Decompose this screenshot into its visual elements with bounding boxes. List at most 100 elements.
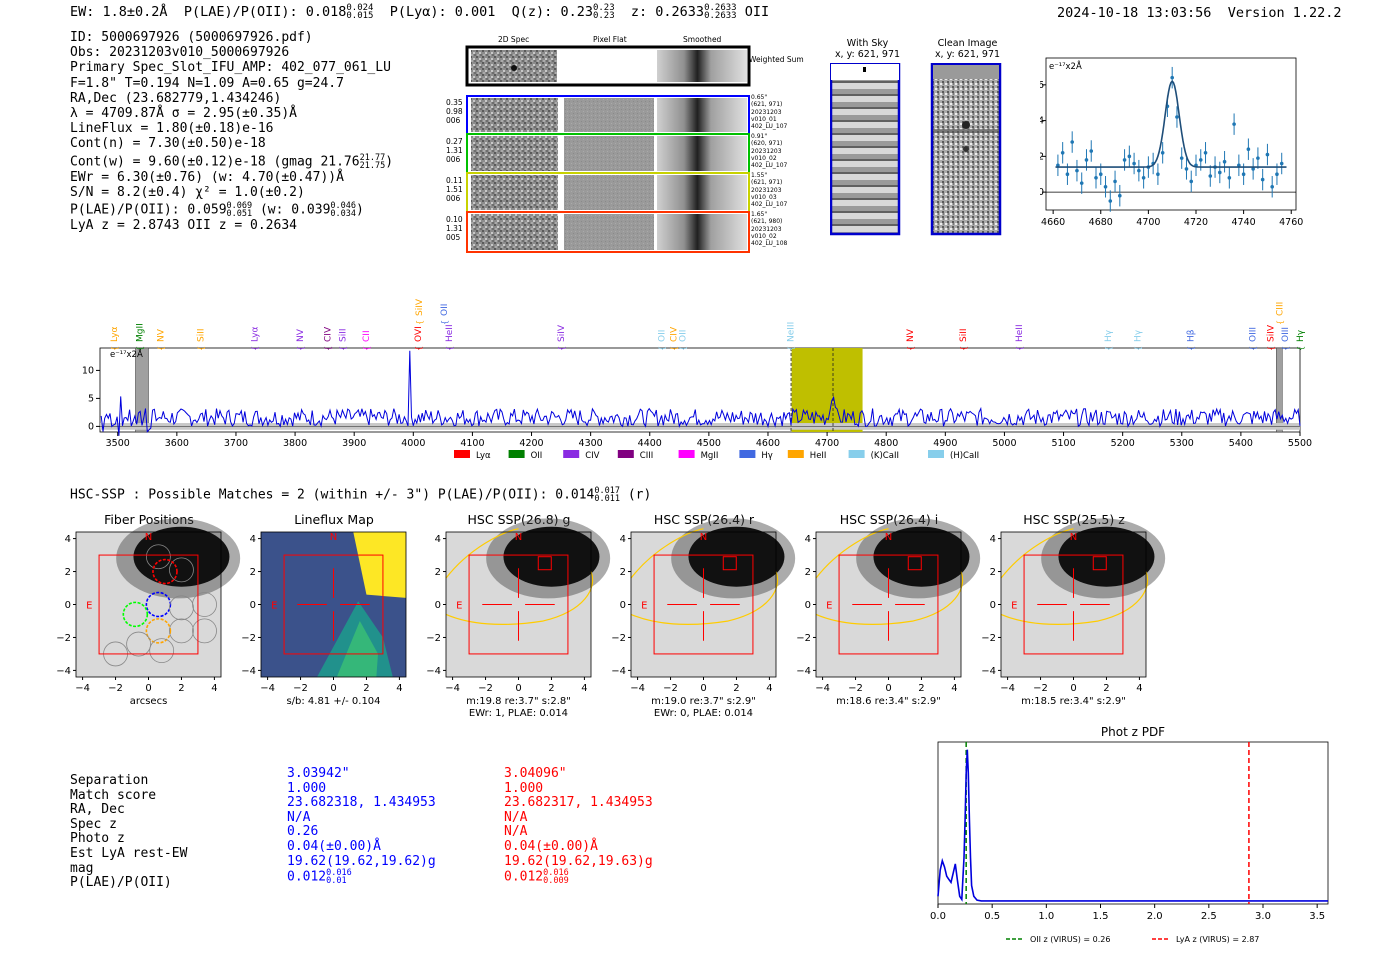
zoom-point bbox=[1241, 172, 1246, 177]
detection-info: ID: 5000697926 (5000697926.pdf) Obs: 202… bbox=[70, 30, 394, 234]
match1-plae: 0.012 bbox=[287, 869, 327, 885]
col-2dspec: 2D Spec bbox=[498, 35, 530, 44]
match-label-separation: Separation bbox=[70, 773, 149, 788]
cutout-left-value: 1.51 bbox=[446, 185, 463, 194]
emission-line-bracket: { bbox=[1133, 346, 1142, 351]
cutout-left-value: 0.27 bbox=[446, 137, 463, 146]
emission-line-label: CII bbox=[362, 330, 372, 342]
match-label-specz: Spec z bbox=[70, 816, 117, 832]
info-contw: Cont(w) = 9.60(±0.12)e-18 (gmag 21.76 bbox=[70, 154, 360, 170]
cutout-row-3-left-label: 0.11 1.51 006 bbox=[446, 176, 463, 203]
emission-line-bracket: { bbox=[250, 346, 259, 351]
with-sky-image bbox=[830, 63, 901, 236]
full-spectrum-chart: 3500 3600 3700 3800 3900 4000 4100 4200 4300 4400… bbox=[82, 298, 1312, 461]
header-z-sup: 0.2633 bbox=[704, 3, 737, 13]
hsc-panel-1: Fiber Positions N E −4 −4 −2 −2 0 0 2 2 4 4 arcsecs bbox=[56, 512, 250, 724]
zoom-point bbox=[1132, 161, 1136, 166]
header-datetime: 2024-10-18 13:03:56 bbox=[1057, 5, 1212, 21]
legend-swatch bbox=[678, 450, 695, 458]
zoom-point bbox=[1189, 179, 1194, 184]
spectrum-xtick-label: 5500 bbox=[1288, 438, 1312, 449]
zoom-point bbox=[1198, 158, 1203, 162]
match2-mag: 19.62(19.62,19.63)g bbox=[504, 853, 653, 869]
info-plae-w: (w: 0.039 bbox=[259, 202, 331, 218]
legend-swatch bbox=[928, 450, 944, 458]
spectrum-xtick-label: 5200 bbox=[1111, 438, 1135, 449]
hsc-caption: m:18.5 re:3.4" s:2.9" bbox=[1021, 696, 1126, 707]
info-lineflux: LineFlux = 1.80(±0.18)e-16 bbox=[70, 121, 274, 137]
emission-line-bracket: { bbox=[669, 346, 678, 351]
spectrum-xtick-label: 4200 bbox=[519, 438, 543, 449]
panel-xtick-label: 2 bbox=[1103, 683, 1109, 694]
photz-xtick-label: 0.5 bbox=[984, 911, 1000, 922]
cutout-right-value: 402_LU_107 bbox=[751, 123, 788, 131]
panel-xtick-label: 2 bbox=[548, 683, 554, 694]
cutout-left-value: 0.35 bbox=[446, 98, 463, 107]
panel-xtick-label: 4 bbox=[396, 683, 402, 694]
spectrum-xtick-label: 4100 bbox=[460, 438, 484, 449]
emission-line-bracket: { bbox=[1266, 346, 1275, 351]
cutout-right-value: v010_01 bbox=[751, 115, 777, 123]
hsc-caption: m:18.6 re:3.4" s:2.9" bbox=[836, 696, 941, 707]
zoom-fit-curve bbox=[1055, 80, 1287, 168]
spectrum-xtick-label: 3600 bbox=[165, 438, 189, 449]
fiber-circle bbox=[169, 557, 194, 583]
emission-line-label: CIV bbox=[669, 326, 679, 342]
hsc-panel-image: N E −4 −4 −2 −2 0 0 2 2 4 4 arcsecs bbox=[56, 518, 241, 707]
cutout-right-value: v010_03 bbox=[751, 193, 777, 201]
aperture-box bbox=[98, 554, 199, 655]
zoom-point bbox=[1098, 172, 1103, 177]
cutout-left-value: 006 bbox=[446, 194, 461, 203]
match-col-2: 3.04096" 1.000 23.682317, 1.434953 N/A N… bbox=[504, 766, 653, 887]
panel-ytick-label: −2 bbox=[981, 633, 996, 644]
match1-mag: 19.62(19.62,19.62)g bbox=[287, 853, 436, 869]
zoom-point bbox=[1122, 158, 1127, 162]
panel-xtick-label: −4 bbox=[1000, 683, 1015, 694]
match2-plae-sub: 0.009 bbox=[543, 876, 569, 887]
lineflux-peak bbox=[353, 532, 406, 598]
info-plae-w-sup: 0.046 bbox=[330, 201, 357, 212]
zoom-xtick-label: 4740 bbox=[1232, 217, 1256, 228]
emission-line-label: NV bbox=[906, 328, 916, 342]
panel-xtick-label: 0 bbox=[885, 683, 891, 694]
info-plae: P(LAE)/P(OII): 0.059 bbox=[70, 202, 227, 218]
photz-legend-label: OII z (VIRUS) = 0.26 bbox=[1030, 935, 1110, 944]
header-plae-sub: 0.015 bbox=[346, 11, 374, 21]
panel-xtick-label: −2 bbox=[478, 683, 493, 694]
panel-ytick-label: −4 bbox=[56, 666, 71, 677]
hsc-panel-title: HSC SSP(25.5) z bbox=[1023, 512, 1125, 527]
east-marker: E bbox=[1011, 601, 1017, 612]
panel-xtick-label: 2 bbox=[918, 683, 924, 694]
emission-line-bracket: { bbox=[415, 320, 424, 325]
cutout-right-value: 20231203 bbox=[751, 225, 782, 233]
north-marker: N bbox=[145, 532, 152, 543]
photz-xtick-label: 2.0 bbox=[1147, 911, 1163, 922]
zoom-point bbox=[1094, 176, 1098, 180]
panel-ytick-label: 0 bbox=[435, 600, 441, 611]
cutout-row-3-right-label: 1.55" (621, 971) 20231203 v010_03 402_LU_107 bbox=[751, 172, 787, 208]
emission-line-label: SiIV bbox=[415, 298, 425, 316]
fiber-circle bbox=[152, 558, 178, 585]
aperture-box bbox=[283, 554, 384, 655]
hsc-caption: m:19.0 re:3.7" s:2.9" bbox=[651, 696, 756, 707]
hsc-panel-title: HSC SSP(26.4) r bbox=[653, 512, 755, 527]
panel-ytick-label: 0 bbox=[990, 600, 996, 611]
match1-plae-sup: 0.016 bbox=[326, 868, 352, 879]
match1-specz: N/A bbox=[287, 809, 311, 825]
emission-line-label: NV bbox=[156, 328, 166, 342]
clean-image-xy: x, y: 621, 971 bbox=[934, 49, 1001, 60]
north-marker: N bbox=[1070, 532, 1077, 543]
header-qz-sup: 0.23 bbox=[592, 3, 615, 13]
cutout-row-1-right-label: 0.65" (621, 971) 20231203 v010_01 402_LU_107 bbox=[751, 94, 787, 130]
emission-line-label: OVI bbox=[414, 326, 424, 342]
clean-image-title: Clean Image x, y: 621, 971 bbox=[925, 38, 1010, 60]
emission-line-bracket: { bbox=[906, 346, 915, 351]
with-sky-title: With Sky x, y: 621, 971 bbox=[825, 38, 910, 60]
east-marker: E bbox=[271, 601, 277, 612]
zoom-point bbox=[1275, 172, 1279, 177]
hsc-panel-title: HSC SSP(26.8) g bbox=[467, 512, 571, 527]
match-col-1: 3.03942" 1.000 23.682318, 1.434953 N/A 0… bbox=[287, 766, 436, 885]
emission-line-bracket: { bbox=[196, 346, 205, 351]
panel-ytick-label: 0 bbox=[250, 600, 256, 611]
info-id: ID: 5000697926 (5000697926.pdf) bbox=[70, 30, 313, 45]
